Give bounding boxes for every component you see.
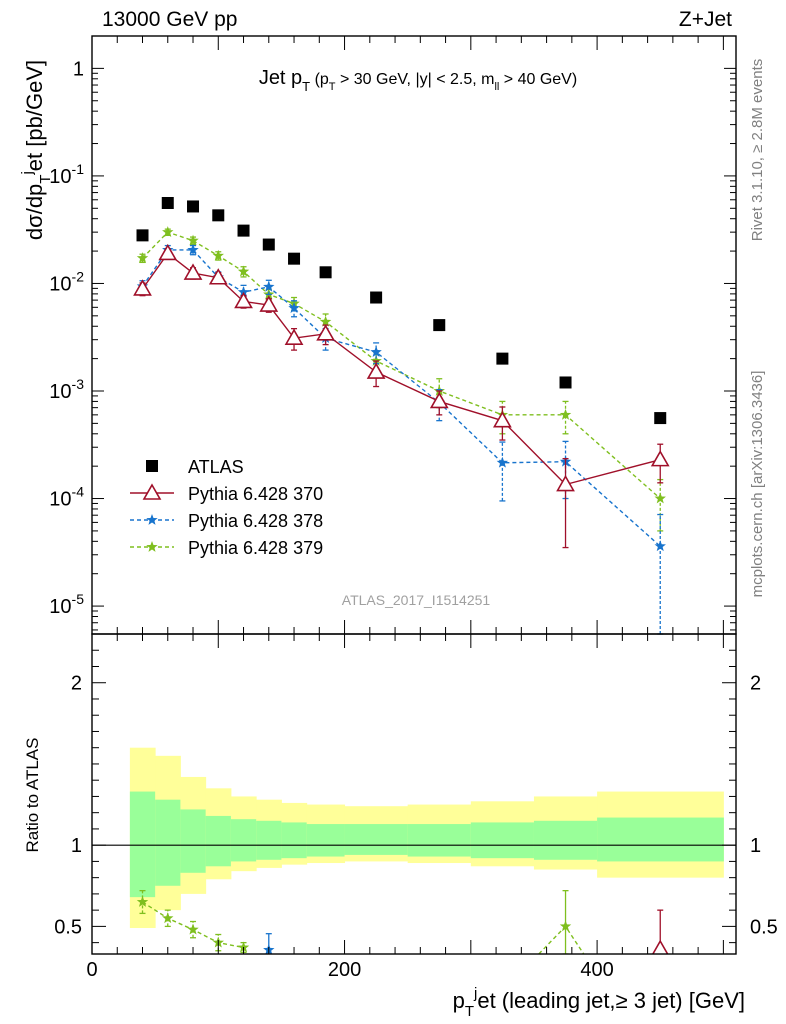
main-title: Jet pT (pT > 30 GeV, |y| < 2.5, mll > 40… (259, 67, 577, 94)
atlas-data-point (136, 229, 149, 242)
pythia-378-point (187, 243, 199, 255)
y-tick-label: 10-5 (49, 591, 84, 618)
x-tick-label: 400 (580, 959, 613, 981)
atlas-data-point (319, 266, 332, 279)
pythia-370-point (429, 391, 449, 409)
pythia-379-point (654, 492, 666, 504)
atlas-data-point (212, 209, 225, 222)
pythia-378-point (288, 302, 300, 313)
pythia-370-point (133, 279, 152, 296)
pythia-379-point (136, 252, 149, 263)
ratio-y-tick-label: 1 (71, 835, 82, 857)
legend-item-label: Pythia 6.428 370 (188, 484, 323, 504)
ratio-pythia-379-point (162, 912, 174, 924)
pythia-379-point (319, 315, 332, 327)
pythia-378-point (496, 456, 509, 468)
ratio-band-green (155, 799, 181, 886)
legend-item-marker (146, 514, 158, 525)
pythia-370-point (493, 411, 512, 428)
pythia-370-point (650, 450, 670, 467)
ratio-band-green (407, 824, 472, 857)
ratio-band-green (256, 820, 282, 860)
ratio-pythia-379-point (136, 896, 149, 907)
atlas-data-point (496, 352, 509, 365)
ratio-band-green (306, 824, 346, 857)
ratio-y-tick-label: 0.5 (750, 916, 778, 938)
pythia-378-point (370, 346, 382, 357)
pythia-379-point (212, 249, 224, 261)
header-right: Z+Jet (679, 8, 732, 31)
pythia-379-point (237, 265, 250, 277)
ratio-pythia-379-point (559, 920, 572, 932)
ratio-y-tick-label: 1 (750, 835, 761, 857)
pythia-379-point (187, 234, 199, 246)
ratio-band-green (230, 819, 257, 862)
ratio-y-tick-label: 2 (750, 673, 761, 695)
legend-item-label: Pythia 6.428 378 (188, 511, 323, 531)
y-tick-label: 10-1 (49, 161, 84, 188)
x-tick-label: 200 (328, 959, 361, 981)
pythia-379-point (162, 226, 174, 237)
atlas-data-point (262, 238, 275, 251)
analysis-watermark: ATLAS_2017_I1514251 (342, 592, 491, 608)
ratio-band-green (533, 820, 598, 860)
atlas-data-point (370, 291, 383, 304)
y-tick-label: 10-2 (49, 268, 84, 295)
ratio-series-group (136, 889, 669, 954)
pythia-378-point (654, 540, 666, 552)
atlas-data-point (161, 196, 174, 209)
ratio-band-green (129, 791, 156, 898)
pythia-378-point (263, 280, 275, 292)
y-tick-label: 1 (73, 58, 84, 80)
atlas-data-point (187, 200, 200, 213)
x-axis-label: pTjet (leading jet,≥ 3 jet) [GeV] (453, 985, 745, 1020)
ratio-plot-area: 0 200 400 0.5 0.5 1 1 2 2 (54, 633, 778, 981)
legend: ATLAS Pythia 6.428 370 Pythia 6.428 378 Pyt… (130, 457, 323, 558)
ratio-band-green (180, 809, 207, 873)
atlas-data-point (288, 252, 301, 265)
mcplots-label: mcplots.cern.ch [arXiv:1306.3436] (749, 371, 766, 598)
legend-item-label: ATLAS (188, 457, 244, 477)
atlas-data-point (237, 224, 250, 237)
pythia-379-point (559, 408, 572, 420)
ratio-band-green (281, 822, 308, 859)
main-ylabel: dσ/dpTjet [pb/GeV] (19, 60, 54, 240)
ratio-band-green (597, 817, 724, 862)
ratio-pythia-379-point (237, 941, 250, 953)
pythia-370-point (208, 268, 228, 285)
pythia-370-point (183, 263, 203, 280)
pythia-370-line (141, 252, 661, 486)
legend-item-marker (146, 460, 158, 472)
pythia-370-point (556, 474, 575, 492)
legend-item-marker (142, 483, 162, 500)
y-tick-label: 10-3 (49, 376, 84, 403)
ratio-band-green (205, 815, 232, 867)
pythia-370-point (158, 243, 178, 261)
pythia-370-point (284, 328, 304, 345)
atlas-data-point (559, 376, 572, 389)
ratio-ylabel: Ratio to ATLAS (23, 738, 42, 853)
legend-item-label: Pythia 6.428 379 (188, 538, 323, 558)
pythia-370-point (259, 295, 279, 312)
pythia-370-point (366, 362, 386, 379)
header-left: 13000 GeV pp (102, 8, 237, 31)
pythia-370-point (234, 291, 253, 309)
ratio-frame (91, 633, 737, 955)
ratio-pythia-370-point (651, 939, 669, 954)
ratio-y-tick-label: 2 (71, 673, 82, 695)
ratio-band-green (344, 824, 409, 855)
x-tick-label: 0 (86, 959, 97, 981)
y-tick-label: 10-4 (49, 484, 84, 511)
ratio-pythia-379-point (187, 923, 199, 935)
main-plot-area: 10-5 10-4 10-3 10-2 10-1 1 (49, 35, 737, 635)
ratio-y-tick-label: 0.5 (54, 916, 82, 938)
atlas-data-point (654, 412, 667, 425)
pythia-378-point (237, 286, 250, 298)
atlas-data-point (433, 319, 446, 332)
pythia-370-point (316, 324, 335, 341)
ratio-band-green (470, 822, 535, 859)
rivet-label: Rivet 3.1.10, ≥ 2.8M events (749, 59, 766, 242)
legend-item-marker (146, 541, 158, 552)
